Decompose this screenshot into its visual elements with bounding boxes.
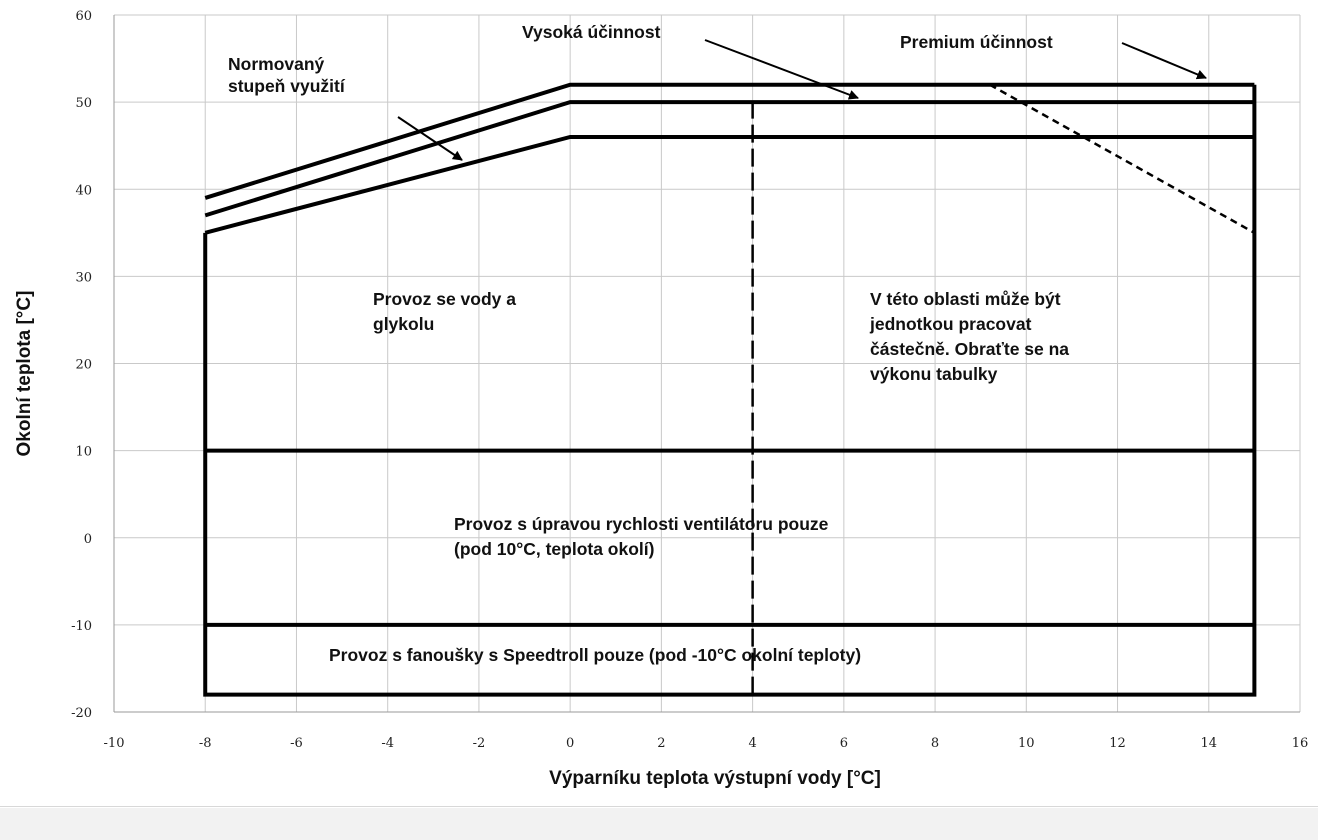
y-tick-label: 30	[75, 270, 92, 285]
footer-divider	[0, 806, 1318, 807]
x-tick-label: 6	[840, 736, 848, 751]
x-tick-label: 16	[1292, 736, 1309, 751]
y-tick-label: -20	[71, 706, 92, 721]
y-tick-label: 40	[75, 183, 92, 198]
limit-line-dotted	[989, 83, 1255, 234]
envelope-line-3	[203, 84, 1257, 697]
axes: -10 -8 -6 -4 -2 0 2 4 6 8 10 12 14 16-20-100102030405…	[14, 9, 1308, 789]
x-tick-label: 0	[566, 736, 574, 751]
annotation-line: výkonu tabulky	[870, 364, 998, 384]
annotation-arrows	[397, 39, 1207, 161]
y-tick-label: 50	[75, 96, 92, 111]
x-axis-title: Výparníku teplota výstupní vody [°C]	[549, 768, 881, 789]
annotation-line: stupeň využití	[228, 76, 346, 96]
operating-envelope-chart: -10 -8 -6 -4 -2 0 2 4 6 8 10 12 14 16-20-100102030405…	[14, 9, 1308, 789]
annotation-norm: Normovaný stupeň využití	[228, 54, 346, 96]
annotation-line: V této oblasti může být	[870, 289, 1061, 309]
x-tick-label: 14	[1200, 736, 1217, 751]
annotation-line: částečně. Obraťte se na	[870, 339, 1069, 359]
annotation-oblast: V této oblasti může být jednotkou pracova…	[869, 289, 1069, 384]
footer-bar	[0, 808, 1318, 840]
annotation-line: Normovaný	[228, 54, 325, 74]
x-tick-label: 10	[1018, 736, 1035, 751]
annotation-line: Provoz se vody a	[373, 289, 516, 309]
x-tick-label: -10	[104, 736, 125, 751]
annotation-speedtroll: Provoz s fanoušky s Speedtroll pouze (po…	[329, 645, 861, 665]
arrow-premium	[1121, 42, 1207, 80]
y-tick-label: 10	[75, 445, 92, 460]
series-line-1	[204, 100, 1255, 218]
x-tick-label: 8	[931, 736, 939, 751]
grid	[113, 14, 1301, 713]
annotation-premium: Premium účinnost	[900, 32, 1053, 52]
annotation-vysoka: Vysoká účinnost	[522, 22, 661, 42]
annotation-line: Provoz s fanoušky s Speedtroll pouze (po…	[329, 645, 861, 665]
annotations: Normovaný stupeň využití Vysoká účinnost Pr…	[228, 22, 1069, 665]
annotation-line: Provoz s úpravou rychlosti ventilátoru p…	[454, 514, 829, 534]
annotation-line: (pod 10°C, teplota okolí)	[454, 539, 654, 559]
annotation-glykol: Provoz se vody a glykolu	[373, 289, 516, 334]
annotation-ventilator: Provoz s úpravou rychlosti ventilátoru p…	[454, 514, 829, 559]
series-line-2	[204, 134, 1255, 235]
y-axis-title: Okolní teplota [°C]	[14, 291, 35, 457]
series-line-0	[204, 82, 1255, 200]
series	[203, 82, 1257, 697]
x-tick-label: 12	[1109, 736, 1126, 751]
x-tick-label: 4	[748, 736, 756, 751]
annotation-line: jednotkou pracovat	[869, 314, 1032, 334]
x-tick-label: 2	[657, 736, 665, 751]
y-tick-label: -10	[71, 619, 92, 634]
y-tick-label: 60	[75, 9, 92, 24]
x-tick-label: -6	[290, 736, 303, 751]
arrow-normovany	[397, 116, 463, 161]
x-tick-label: -4	[381, 736, 394, 751]
y-tick-label: 0	[84, 532, 92, 547]
annotation-line: Vysoká účinnost	[522, 22, 661, 42]
arrow-vysoka	[704, 39, 859, 100]
annotation-line: Premium účinnost	[900, 32, 1053, 52]
x-tick-label: -8	[199, 736, 212, 751]
y-tick-label: 20	[75, 358, 92, 373]
annotation-line: glykolu	[373, 314, 434, 334]
x-tick-label: -2	[473, 736, 486, 751]
